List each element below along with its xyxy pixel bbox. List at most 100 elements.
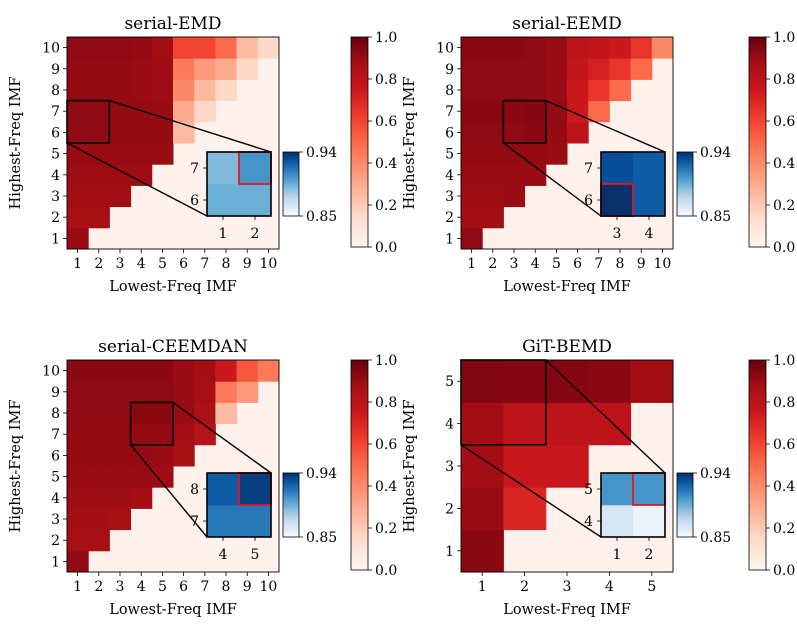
chart-title: serial-CEEMDAN	[98, 337, 248, 357]
heatmap-cell	[215, 360, 238, 382]
heatmap-cell	[482, 37, 504, 59]
heatmap-cell	[524, 58, 547, 80]
x-tick-label: 6	[573, 256, 582, 272]
x-tick-label: 9	[243, 579, 252, 595]
heatmap-cell	[545, 444, 589, 488]
heatmap-cell	[482, 121, 504, 144]
heatmap-cell	[524, 121, 547, 144]
y-tick-label: 7	[445, 104, 454, 120]
heatmap-cell	[109, 121, 132, 144]
chart-title: GiT-BEMD	[522, 337, 612, 357]
heatmap-cell	[109, 423, 132, 446]
heatmap-cell	[503, 487, 547, 531]
heatmap-cell	[461, 79, 483, 102]
heatmap-cell	[482, 58, 504, 80]
x-tick-label: 8	[222, 579, 231, 595]
heatmap-cell	[461, 121, 483, 144]
heatmap-cell	[88, 185, 110, 208]
x-tick-label: 10	[653, 256, 671, 272]
inset-x-tick-label: 1	[219, 226, 228, 242]
heatmap-cell	[194, 381, 216, 403]
heatmap-cell	[67, 185, 89, 208]
inset-y-tick-label: 7	[190, 161, 199, 177]
inset-y-tick-label: 6	[190, 193, 199, 209]
heatmap-cell	[588, 79, 610, 102]
y-tick-label: 9	[51, 385, 60, 401]
y-tick-label: 6	[445, 125, 454, 141]
heatmap-cell	[194, 360, 216, 382]
heatmap-cell	[461, 185, 483, 208]
heatmap-cell	[503, 185, 526, 208]
x-tick-label: 1	[73, 256, 82, 272]
x-tick-label: 5	[647, 579, 656, 595]
plot-frame	[460, 36, 674, 250]
y-tick-label: 3	[445, 189, 454, 205]
heatmap-cell	[151, 143, 174, 165]
x-tick-label: 2	[520, 579, 529, 595]
heatmap-cell	[545, 79, 568, 102]
y-tick-label: 8	[51, 406, 60, 422]
heatmap-cell	[88, 143, 110, 165]
colorbar-tick-label: 0.2	[375, 198, 397, 214]
heatmap-cell	[503, 121, 526, 144]
y-axis-label: Highest-Freq IMF	[8, 77, 24, 210]
inset-colorbar-bar	[677, 152, 693, 216]
heatmap-cell	[257, 37, 280, 59]
y-tick-label: 2	[51, 210, 60, 226]
inset-x-tick-label: 3	[613, 226, 622, 242]
y-tick-label: 1	[51, 554, 60, 570]
heatmap-cell	[173, 58, 195, 80]
colorbar-tick-label: 0.0	[375, 563, 397, 579]
inset-cell	[601, 152, 634, 185]
heatmap-cell	[545, 100, 568, 123]
colorbar-tick-label: 0.2	[773, 198, 795, 214]
x-tick-label: 10	[259, 579, 277, 595]
y-tick-label: 1	[445, 231, 454, 247]
colorbar-tick-label: 0.4	[375, 479, 397, 495]
colorbar-tick-label: 0.0	[375, 240, 397, 256]
heatmap-cell	[88, 529, 110, 552]
inset-cell	[239, 505, 272, 538]
heatmap-cell	[151, 402, 174, 425]
heatmap-cell	[88, 402, 110, 425]
heatmap-cell	[461, 529, 504, 573]
heatmap-cell	[461, 360, 504, 403]
inset-colorbar-frame	[676, 151, 694, 217]
heatmap-cell	[173, 423, 195, 446]
heatmap-cell	[194, 79, 216, 102]
colorbar-bar	[749, 37, 766, 247]
y-tick-label: 10	[42, 364, 60, 380]
inset-colorbar-tick-label: 0.94	[700, 466, 731, 482]
heatmap-cell	[545, 121, 568, 144]
heatmap-cell	[461, 37, 483, 59]
inset-colorbar-bar	[283, 473, 299, 537]
x-axis-label: Lowest-Freq IMF	[503, 279, 631, 295]
y-tick-label: 2	[445, 210, 454, 226]
heatmap-cell	[109, 487, 132, 509]
heatmap-cell	[130, 381, 153, 403]
heatmap-panel: 1 2 3 4 5 6 7 8 9 1012345678910serial-EMDLowest-F…	[8, 14, 397, 295]
y-tick-label: 2	[445, 501, 454, 517]
heatmap-cell	[173, 100, 195, 123]
heatmap-panel: 1 2 3 4 5 6 7 8 9 1012345678910serial-EEMDLowest-…	[402, 14, 795, 295]
heatmap-cell	[173, 444, 195, 467]
x-tick-label: 6	[179, 256, 188, 272]
x-tick-label: 2	[488, 256, 497, 272]
heatmap-cell	[461, 58, 483, 80]
heatmap-cell	[109, 164, 132, 186]
chart-title: serial-EEMD	[512, 14, 622, 34]
y-axis-label: Highest-Freq IMF	[402, 400, 418, 533]
heatmap-cell	[67, 360, 89, 382]
heatmap-cell	[503, 58, 526, 80]
inset-cell	[601, 184, 634, 217]
y-tick-label: 3	[51, 189, 60, 205]
inset-frame	[600, 472, 666, 538]
y-tick-label: 4	[51, 491, 60, 507]
x-tick-label: 7	[200, 579, 209, 595]
heatmap-cell	[67, 164, 89, 186]
heatmap-cell	[503, 360, 547, 403]
y-tick-label: 10	[42, 41, 60, 57]
zoom-connector	[460, 444, 602, 538]
y-tick-label: 5	[51, 147, 60, 163]
x-tick-label: 2	[94, 256, 103, 272]
